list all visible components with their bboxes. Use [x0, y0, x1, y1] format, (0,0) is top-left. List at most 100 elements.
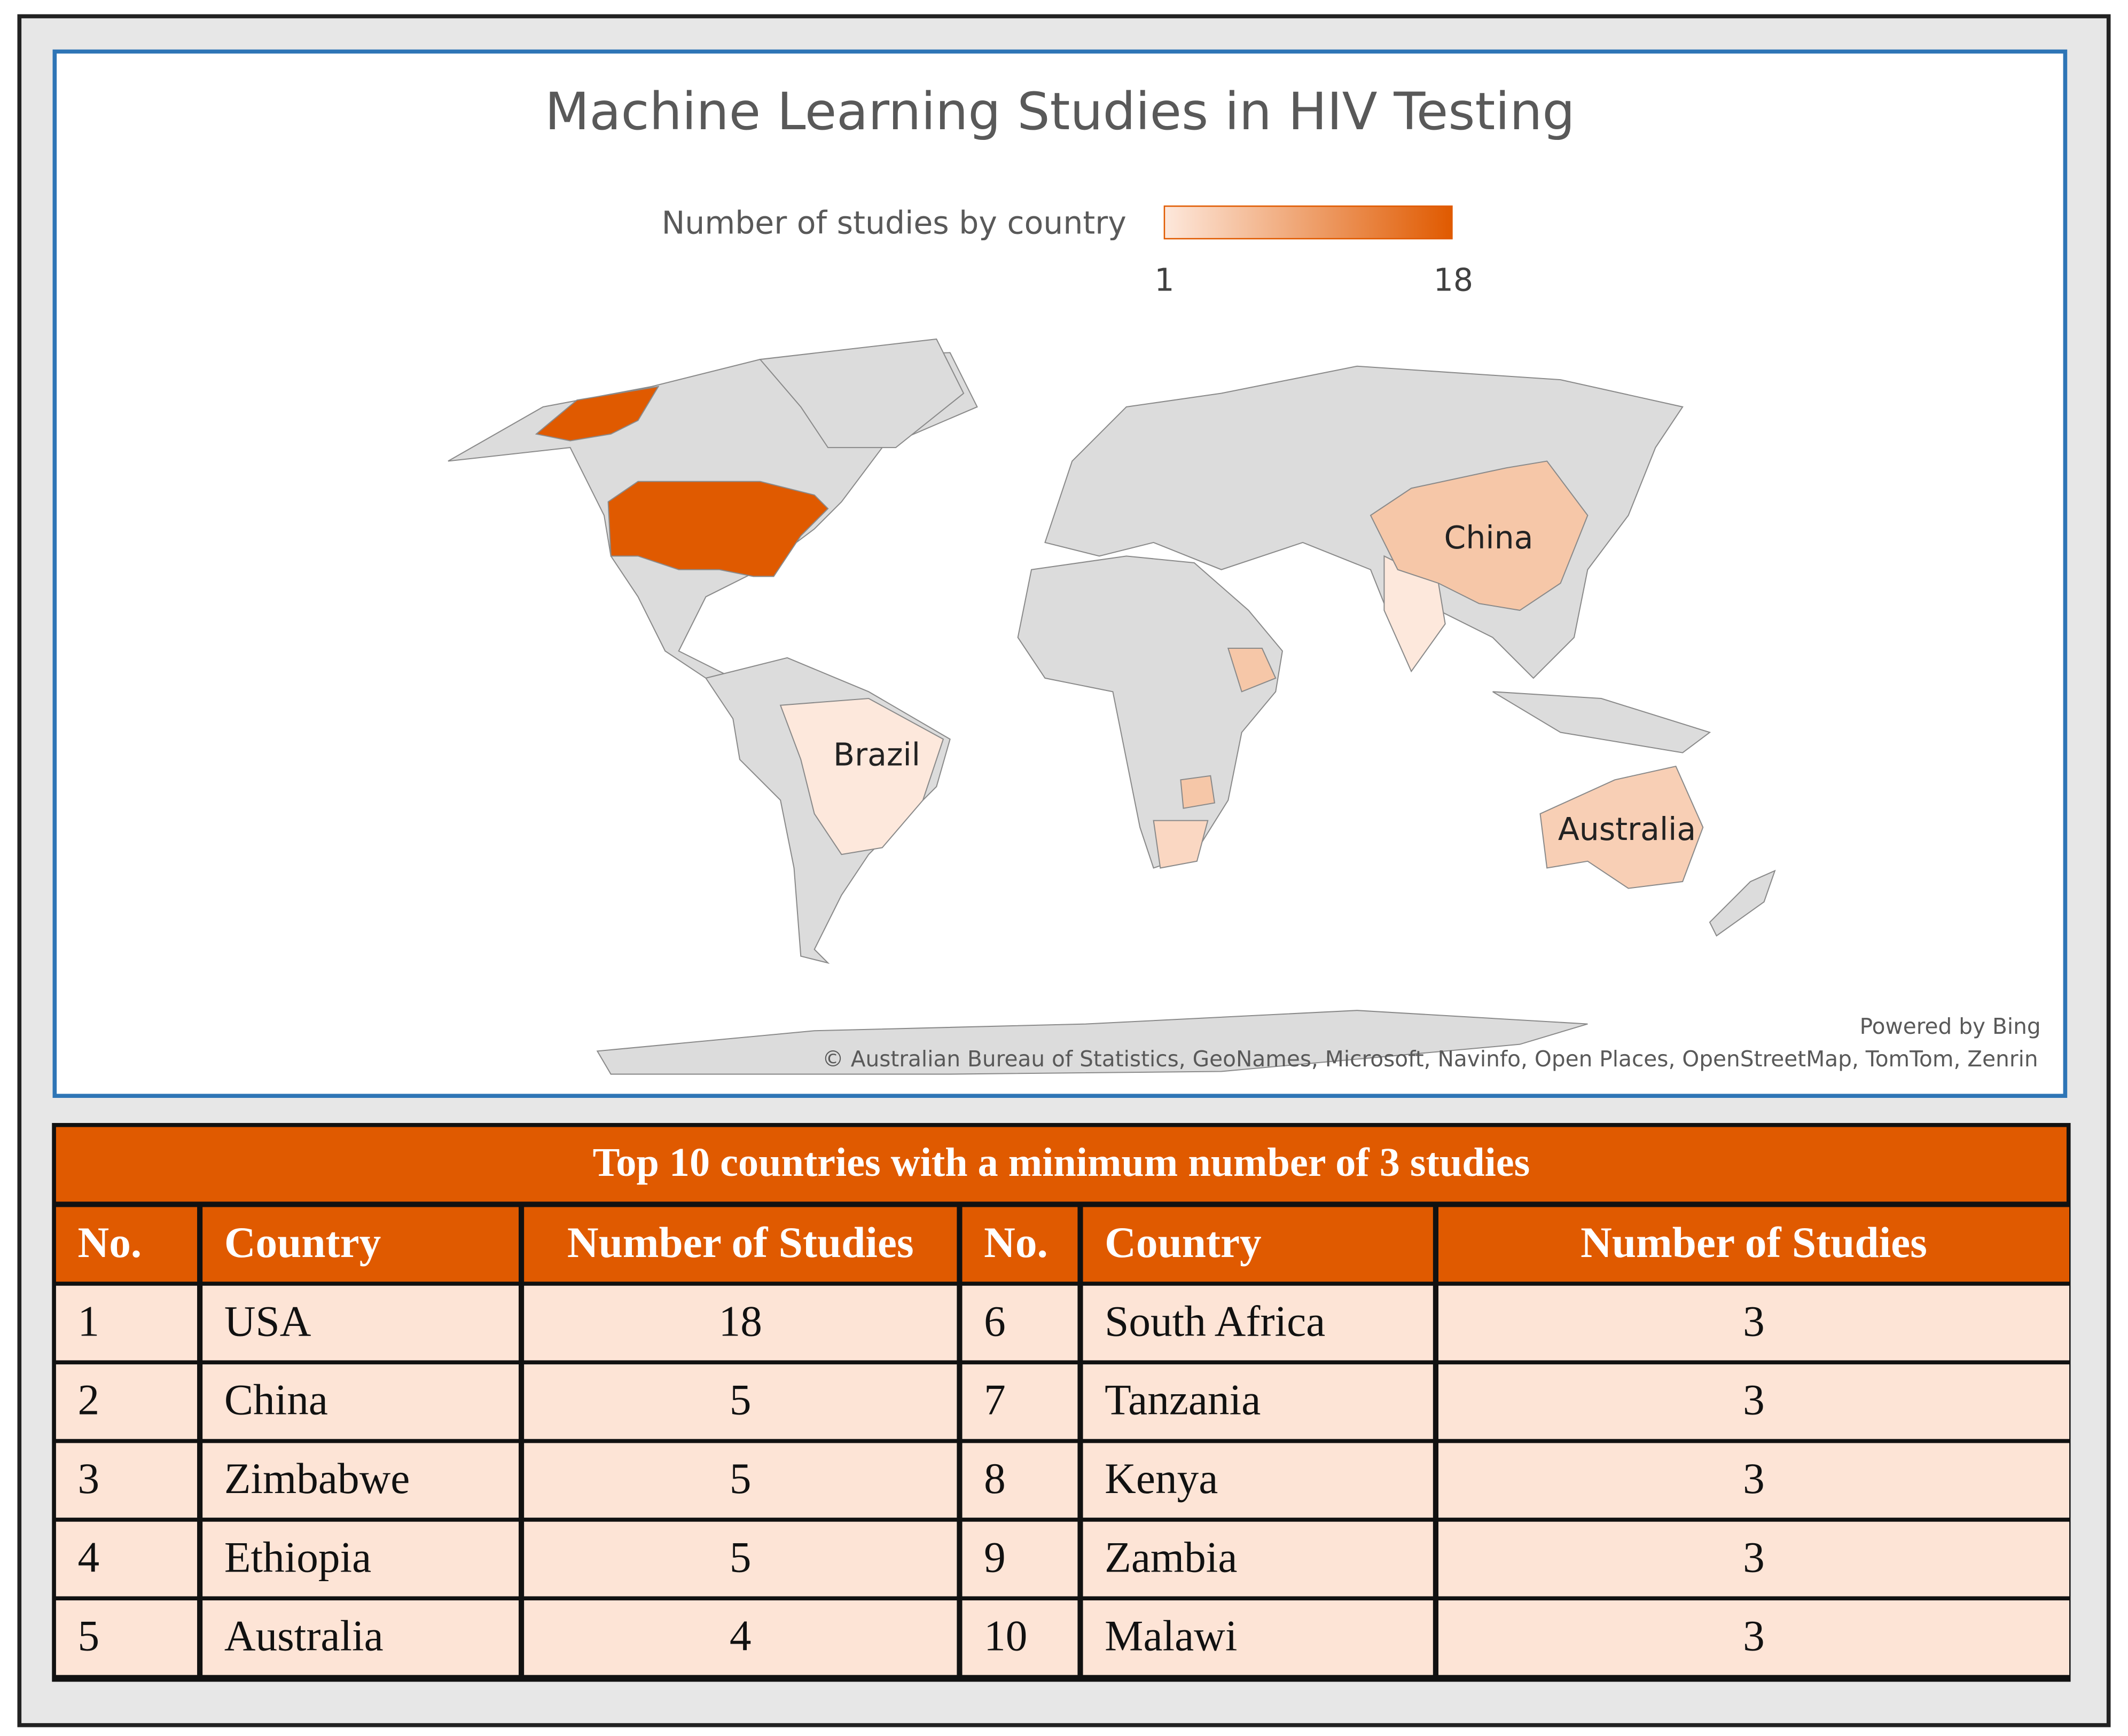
table-cell: 18 [719, 1297, 762, 1345]
africa [1017, 555, 1283, 869]
table-cell: South Africa [1105, 1297, 1325, 1345]
ethiopia [1227, 648, 1277, 693]
table-cell: 5 [730, 1376, 752, 1424]
table-cell: 8 [984, 1455, 1006, 1503]
alaska [535, 386, 660, 442]
header: Country [1105, 1219, 1261, 1267]
table-cell-cell [524, 1521, 957, 1597]
table-cell-cell [202, 1443, 519, 1518]
legend-min: 1 [1154, 262, 1174, 298]
table-cell-cell [962, 1443, 1078, 1518]
header-cell [1083, 1207, 1433, 1282]
table-cell-cell [962, 1521, 1078, 1597]
table-cell: 3 [78, 1455, 100, 1503]
table-cell: 10 [984, 1612, 1027, 1660]
table-cell: China [224, 1376, 328, 1424]
table-cell: USA [224, 1297, 311, 1345]
table-cell: 4 [730, 1612, 752, 1660]
table-cell: Tanzania [1105, 1376, 1261, 1424]
title-cell [56, 1127, 2067, 1202]
header: Country [224, 1219, 381, 1267]
table-cell-cell [1438, 1600, 2070, 1675]
brazil [779, 697, 944, 855]
table-cell: 2 [78, 1376, 100, 1424]
map-credit: Powered by Bing [1860, 1014, 2041, 1039]
table-cell-cell [202, 1600, 519, 1675]
header-cell [524, 1207, 957, 1282]
usa [607, 481, 829, 577]
map-title: Machine Learning Studies in HIV Testing [545, 81, 1575, 142]
table-title: Top 10 countries with a minimum number o… [593, 1140, 1530, 1185]
table-cell-cell [1438, 1443, 2070, 1518]
table-cell: 3 [1743, 1297, 1765, 1345]
table-cell: 5 [730, 1533, 752, 1581]
table: Top 10 countries with a minimum number o… [52, 1122, 2071, 1682]
header: Number of Studies [1581, 1219, 1927, 1267]
map-attribution: © Australian Bureau of Statistics, GeoNa… [822, 1046, 2038, 1072]
table-cell: Ethiopia [224, 1533, 371, 1581]
table-cell: 6 [984, 1297, 1006, 1345]
table-cell-cell [962, 1285, 1078, 1361]
new-zealand [1709, 869, 1776, 937]
header: No. [984, 1219, 1048, 1267]
table-cell-cell [1083, 1364, 1433, 1439]
legend-label: Number of studies by country [662, 205, 1126, 241]
table-cell: 7 [984, 1376, 1006, 1424]
south-africa [1153, 820, 1209, 869]
header: No. [78, 1219, 142, 1267]
indonesia [1492, 691, 1711, 753]
table-cell-cell [962, 1364, 1078, 1439]
table-cell: 3 [1743, 1533, 1765, 1581]
legend-gradient [1163, 205, 1453, 240]
table-cell: Kenya [1105, 1455, 1218, 1503]
table-cell: 1 [78, 1297, 100, 1345]
table-cell: 3 [1743, 1612, 1765, 1660]
map-label: China [1444, 520, 1534, 556]
antarctica [596, 1010, 1588, 1075]
legend-max: 18 [1434, 262, 1473, 298]
table-cell: 3 [1743, 1376, 1765, 1424]
greenland [759, 338, 965, 449]
china [1370, 460, 1589, 611]
header-cell [202, 1207, 519, 1282]
table-cell-cell [524, 1443, 957, 1518]
table-cell-cell [56, 1600, 198, 1675]
table-cell: 3 [1743, 1455, 1765, 1503]
zimbabwe [1180, 775, 1216, 809]
table-cell-cell [202, 1285, 519, 1361]
table-cell-cell [56, 1285, 198, 1361]
header-cell [56, 1207, 198, 1282]
map-label: Brazil [833, 736, 920, 773]
table-cell-cell [524, 1364, 957, 1439]
table-cell-cell [1438, 1521, 2070, 1597]
table-cell-cell [1438, 1285, 2070, 1361]
table-cell-cell [202, 1364, 519, 1439]
australia [1539, 765, 1704, 889]
country-fills [535, 386, 1704, 889]
table-cell: Zambia [1105, 1533, 1237, 1581]
table-cell-cell [1083, 1285, 1433, 1361]
table-cell: 9 [984, 1533, 1006, 1581]
table-cell-cell [202, 1521, 519, 1597]
table-cell-cell [56, 1521, 198, 1597]
table-cell-cell [524, 1285, 957, 1361]
table-cell-cell [524, 1600, 957, 1675]
table-cell-cell [962, 1600, 1078, 1675]
table-cell: Australia [224, 1612, 384, 1660]
table-cell-cell [1438, 1364, 2070, 1439]
table-cell: 4 [78, 1533, 100, 1581]
header: Number of Studies [567, 1219, 914, 1267]
header-cell [962, 1207, 1078, 1282]
table-cell-cell [1083, 1443, 1433, 1518]
table-cell-cell [56, 1364, 198, 1439]
table-cell: Malawi [1105, 1612, 1237, 1660]
table-cell: 5 [730, 1455, 752, 1503]
map-label: Australia [1558, 811, 1696, 847]
table-cell: Zimbabwe [224, 1455, 410, 1503]
table-cell-cell [56, 1443, 198, 1518]
table-cell-cell [1083, 1521, 1433, 1597]
table-cell-cell [1083, 1600, 1433, 1675]
table-cell: 5 [78, 1612, 100, 1660]
